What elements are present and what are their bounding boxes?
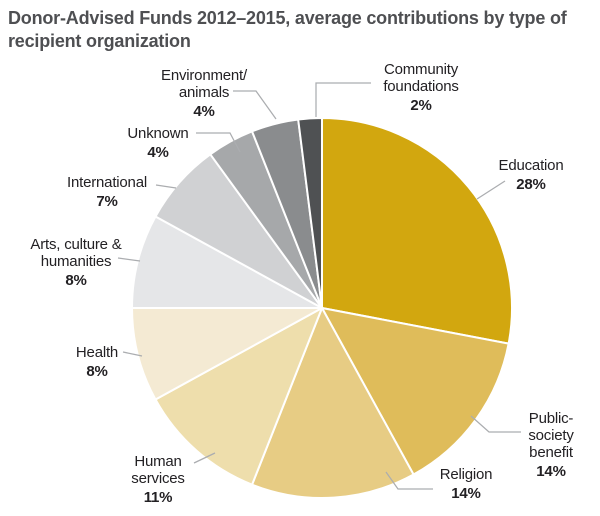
leader-line-human_services bbox=[193, 452, 216, 464]
leader-line-public_society_benefit bbox=[470, 415, 521, 433]
pie-slice-human_services bbox=[154, 307, 323, 486]
leader-line-community_foundations bbox=[315, 82, 371, 117]
pie-slice-education bbox=[321, 117, 513, 345]
chart-title: Donor-Advised Funds 2012–2015, average c… bbox=[8, 8, 567, 51]
leader-line-environment_animals bbox=[233, 90, 277, 120]
leader-line-religion bbox=[385, 471, 433, 490]
leader-line-unknown bbox=[196, 132, 241, 153]
leader-line-health bbox=[122, 351, 143, 357]
leader-line-education bbox=[476, 180, 506, 200]
leader-line-arts_culture_humanities bbox=[117, 257, 141, 262]
pie-slice-religion bbox=[251, 307, 415, 499]
leader-line-international bbox=[155, 184, 177, 189]
pie-slice-community_foundations bbox=[297, 117, 323, 309]
